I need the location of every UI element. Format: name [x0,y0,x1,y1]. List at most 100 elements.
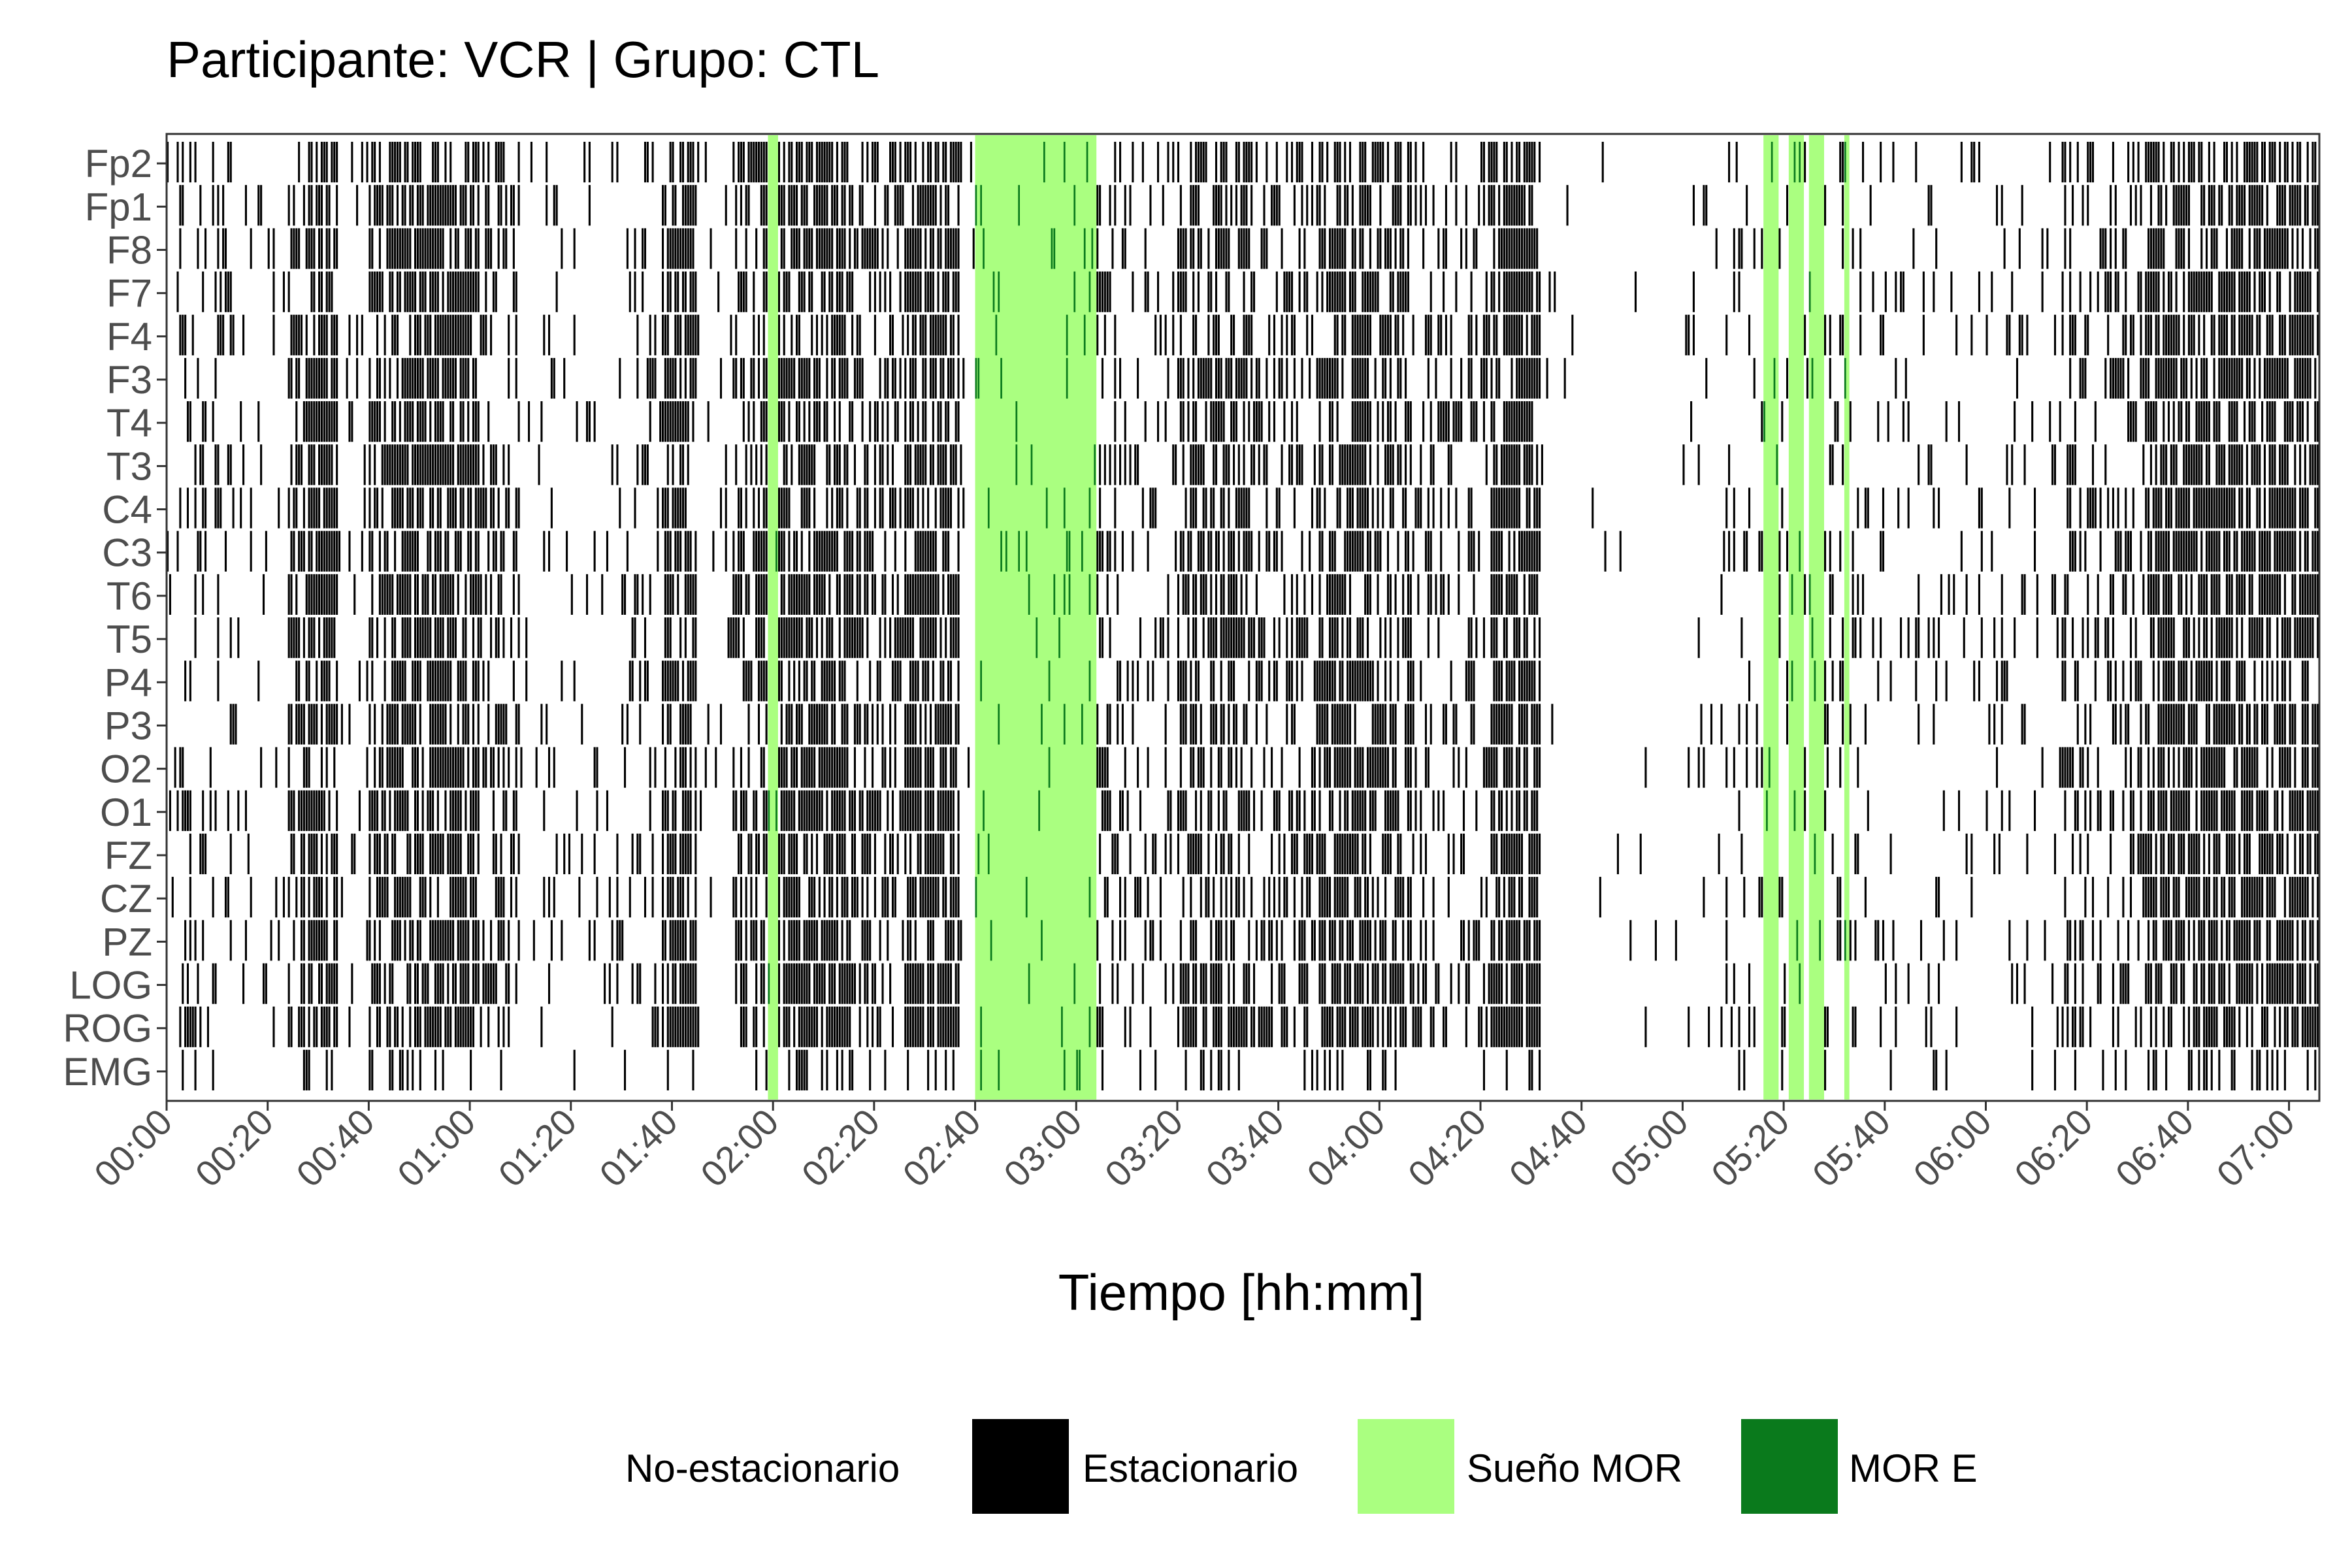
nonstationary-epoch [391,704,394,745]
nonstationary-epoch [287,617,290,659]
nonstationary-epoch [2097,617,2099,659]
nonstationary-epoch [858,531,861,572]
nonstationary-epoch [949,574,952,615]
nonstationary-epoch [1278,790,1281,831]
nonstationary-epoch [429,790,432,831]
nonstationary-epoch [1347,963,1349,1004]
nonstationary-epoch [182,185,184,226]
nonstationary-epoch [1187,1006,1190,1047]
nonstationary-epoch [798,314,800,355]
nonstationary-epoch [186,963,189,1004]
nonstationary-epoch [815,314,818,355]
nonstationary-epoch [1960,142,1963,183]
nonstationary-epoch [945,920,947,961]
nonstationary-epoch [858,704,861,745]
nonstationary-epoch [386,1006,389,1047]
nonstationary-epoch [1970,833,1973,875]
nonstationary-epoch [462,487,465,529]
nonstationary-epoch [474,963,477,1004]
nonstationary-epoch [1377,228,1379,269]
nonstationary-epoch [750,142,753,183]
nonstationary-epoch [298,661,301,702]
nonstationary-epoch [828,444,831,485]
nonstationary-epoch [497,617,500,659]
nonstationary-epoch [323,661,325,702]
nonstationary-epoch [454,833,457,875]
nonstationary-epoch [1266,531,1268,572]
nonstationary-epoch [894,877,896,918]
nonstationary-epoch [442,401,444,442]
nonstationary-epoch [932,790,934,831]
nonstationary-epoch [434,142,437,183]
nonstationary-epoch [911,271,914,312]
nonstationary-epoch [310,833,313,875]
nonstationary-epoch [1333,704,1336,745]
nonstationary-epoch [378,833,381,875]
nonstationary-epoch [1520,1006,1523,1047]
nonstationary-epoch [1467,357,1470,399]
nonstationary-epoch [1333,661,1336,702]
nonstationary-epoch [955,271,957,312]
nonstationary-epoch [924,574,927,615]
nonstationary-epoch [755,574,758,615]
nonstationary-epoch [1902,401,1904,442]
nonstationary-epoch [1432,1006,1435,1047]
nonstationary-epoch [1217,185,1220,226]
nonstationary-epoch [907,790,909,831]
nonstationary-epoch [762,185,765,226]
nonstationary-epoch [1243,877,1245,918]
nonstationary-epoch [1493,574,1495,615]
nonstationary-epoch [176,790,179,831]
nonstationary-epoch [436,185,439,226]
nonstationary-epoch [821,1049,823,1090]
nonstationary-epoch [465,661,467,702]
nonstationary-epoch [1918,444,1920,485]
nonstationary-epoch [1528,920,1531,961]
nonstationary-epoch [1333,142,1336,183]
nonstationary-epoch [1364,357,1367,399]
nonstationary-epoch [300,833,303,875]
nonstationary-epoch [434,401,437,442]
nonstationary-epoch [813,963,816,1004]
nonstationary-epoch [672,574,674,615]
nonstationary-epoch [1473,661,1475,702]
nonstationary-epoch [467,1006,470,1047]
nonstationary-epoch [323,314,325,355]
nonstationary-epoch [1354,228,1356,269]
nonstationary-epoch [911,1006,914,1047]
nonstationary-epoch [679,877,682,918]
nonstationary-epoch [818,531,821,572]
nonstationary-epoch [2061,142,2064,183]
nonstationary-epoch [436,617,439,659]
nonstationary-epoch [1316,185,1318,226]
nonstationary-epoch [1429,271,1432,312]
nonstationary-epoch [1781,1006,1784,1047]
nonstationary-epoch [1273,790,1275,831]
nonstationary-epoch [1258,661,1260,702]
nonstationary-epoch [174,747,176,788]
nonstationary-epoch [444,661,447,702]
nonstationary-epoch [815,617,818,659]
nonstationary-epoch [1738,228,1740,269]
nonstationary-epoch [838,1006,841,1047]
nonstationary-epoch [674,357,677,399]
nonstationary-epoch [381,444,384,485]
nonstationary-epoch [1154,314,1157,355]
nonstationary-epoch [358,661,361,702]
nonstationary-epoch [1301,142,1303,183]
nonstationary-epoch [1182,531,1184,572]
nonstationary-epoch [1371,1006,1374,1047]
nonstationary-epoch [1377,574,1379,615]
nonstationary-epoch [1781,401,1784,442]
nonstationary-epoch [1215,574,1218,615]
nonstationary-epoch [1344,574,1347,615]
nonstationary-epoch [1301,531,1303,572]
nonstationary-epoch [904,487,907,529]
nonstationary-epoch [1217,357,1220,399]
nonstationary-epoch [1409,747,1412,788]
nonstationary-epoch [823,574,826,615]
nonstationary-epoch [2094,487,2097,529]
nonstationary-epoch [672,228,674,269]
nonstationary-epoch [939,444,942,485]
nonstationary-epoch [368,833,371,875]
